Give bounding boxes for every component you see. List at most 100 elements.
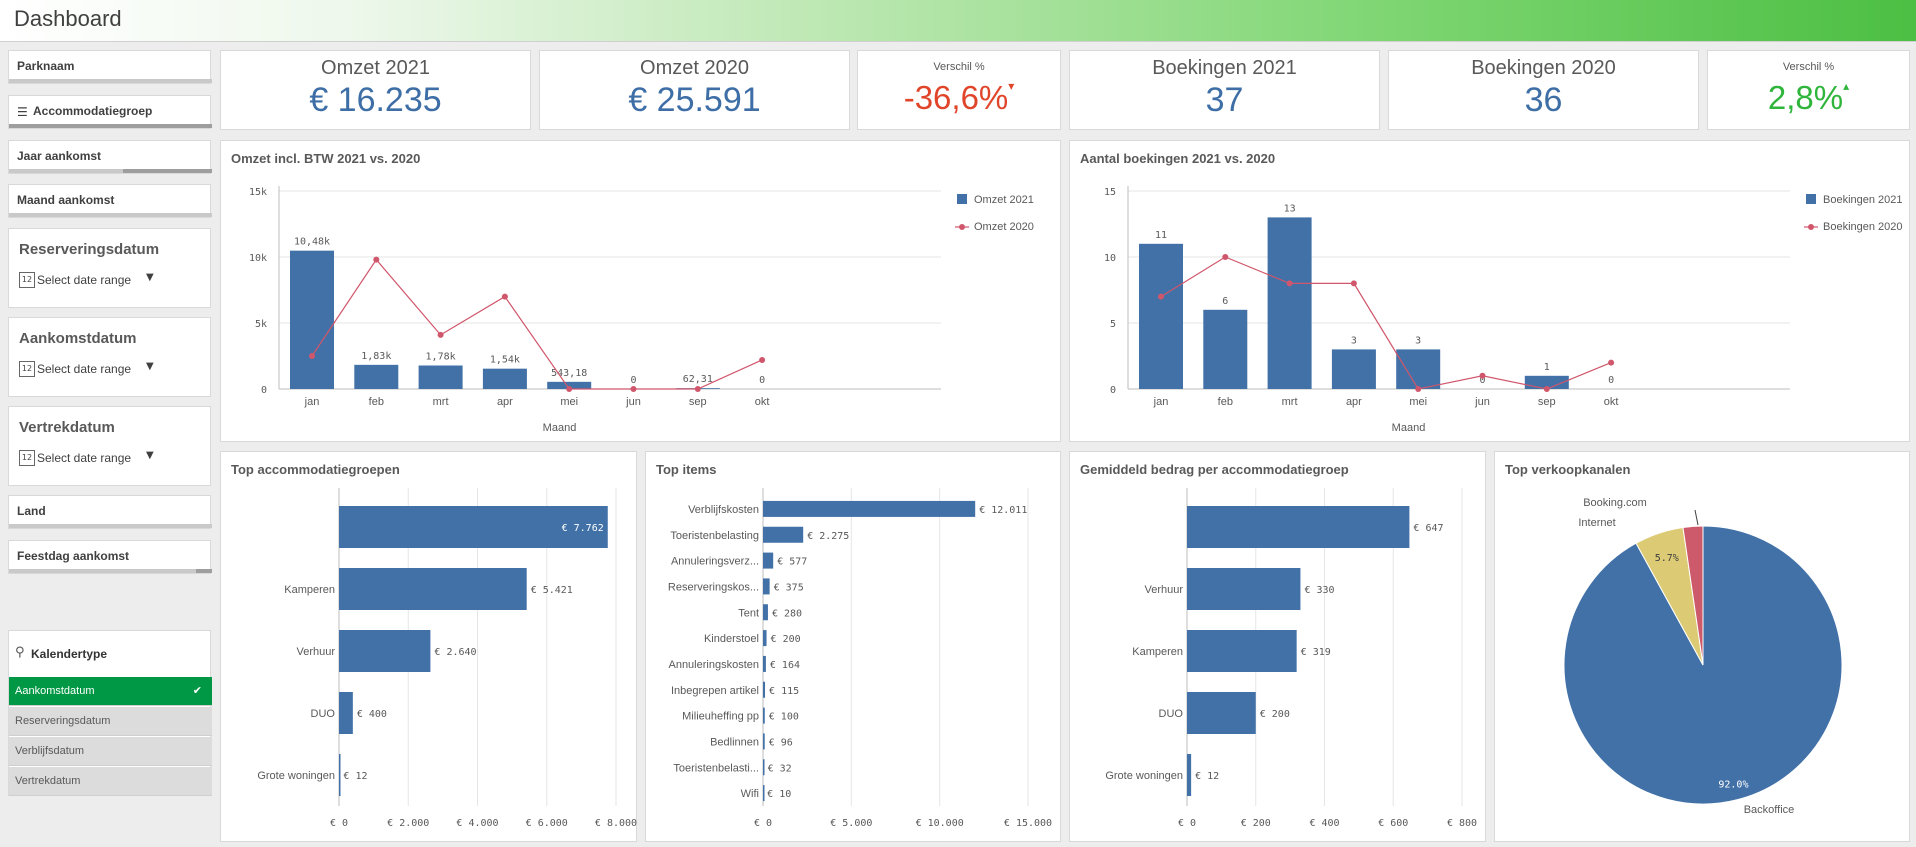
kpi-boekingen-2021[interactable]: Boekingen 2021 37 (1069, 50, 1380, 130)
y-tick-label: Grote woningen (1105, 770, 1183, 782)
filter-label: Jaar aankomst (17, 149, 102, 163)
data-label: 0 (630, 375, 636, 386)
pie-slice (1682, 525, 1704, 666)
chart-boekingen[interactable]: Aantal boekingen 2021 vs. 2020 0 5 10 15 11 j… (1069, 140, 1910, 442)
kpi-delta-value: -36,6% (903, 79, 1009, 116)
y-tick-label: Toeristenbelasti... (673, 762, 759, 774)
bar (763, 707, 765, 724)
kpi-boekingen-2020[interactable]: Boekingen 2020 36 (1388, 50, 1699, 130)
date-filter-reserveringsdatum[interactable]: Reserveringsdatum 12 Select date range ▼ (8, 228, 211, 308)
data-label: 0 (759, 375, 765, 386)
series-line (311, 258, 763, 390)
kpi-omzet-2020[interactable]: Omzet 2020 € 25.591 (539, 50, 850, 130)
date-filter-vertrekdatum[interactable]: Vertrekdatum 12 Select date range ▼ (8, 406, 211, 486)
kpi-title: Boekingen 2021 (1152, 57, 1297, 79)
bar (339, 754, 341, 796)
list-item-label: Vertrekdatum (15, 775, 81, 787)
data-label: € 10 (767, 789, 791, 800)
bar (339, 630, 431, 672)
list-item[interactable]: Verblijfsdatum (9, 737, 212, 766)
arrow-up-icon: ▴ (1843, 79, 1850, 93)
y-tick-label: Inbegrepen artikel (671, 685, 759, 697)
chart-title: Top verkoopkanalen (1505, 462, 1631, 477)
y-tick-label: Wifi (741, 788, 759, 800)
filter-label: Parknaam (17, 59, 75, 73)
y-tick-label: Kamperen (1132, 646, 1183, 658)
x-tick-label: € 4.000 (456, 818, 498, 829)
line-point (1415, 386, 1422, 392)
y-tick-label: Tent (738, 607, 759, 619)
y-tick-label: Toeristenbelasting (670, 530, 759, 542)
y-tick-label: DUO (311, 708, 336, 720)
filter-jaar-aankomst[interactable]: Jaar aankomst (8, 140, 212, 174)
chart-top-verkoopkanalen[interactable]: Top verkoopkanalen 92.0% 5.7% Backoffice In… (1494, 451, 1910, 842)
data-label: 3 (1415, 335, 1421, 346)
filter-accommodatiegroep[interactable]: ☰ Accommodatiegroep (8, 95, 212, 129)
list-item[interactable]: Vertrekdatum (9, 767, 212, 796)
chart-omzet[interactable]: Omzet incl. BTW 2021 vs. 2020 0 5k 10k 15k 1… (220, 140, 1061, 442)
y-tick-label: 0 (1110, 385, 1116, 396)
kpi-value: € 25.591 (628, 81, 761, 119)
filter-maand-aankomst[interactable]: Maand aankomst (8, 184, 212, 218)
filter-bar (9, 169, 212, 173)
filter-parknaam[interactable]: Parknaam (8, 50, 212, 84)
filter-land[interactable]: Land (8, 495, 212, 529)
top-bar: Dashboard (0, 0, 1916, 42)
legend-swatch (957, 194, 967, 204)
kpi-omzet-2021[interactable]: Omzet 2021 € 16.235 (220, 50, 531, 130)
page-title: Dashboard (14, 6, 122, 31)
list-icon: ☰ (17, 105, 28, 119)
line-point (566, 386, 573, 392)
line-point (1543, 386, 1550, 392)
x-tick-label: sep (1538, 396, 1556, 408)
x-tick-label: € 2.000 (387, 818, 429, 829)
caret-down-icon[interactable]: ▼ (146, 272, 154, 283)
kpi-verschil-boekingen[interactable]: Verschil % 2,8%▴ (1707, 50, 1910, 130)
caret-down-icon[interactable]: ▼ (146, 450, 154, 461)
chart-top-accommodatiegroepen[interactable]: Top accommodatiegroepen € 0 € 2.000 € 4.00… (220, 451, 637, 842)
bar (1331, 349, 1376, 389)
list-item-selected[interactable]: Aankomstdatum ✔ (9, 677, 212, 706)
bar (339, 692, 353, 734)
x-tick-label: € 600 (1378, 818, 1408, 829)
arrow-down-icon: ▾ (1008, 79, 1015, 93)
kpi-verschil-omzet[interactable]: Verschil % -36,6%▾ (857, 50, 1061, 130)
data-label: € 96 (769, 737, 793, 748)
date-range-select[interactable]: Select date range (37, 273, 132, 287)
kpi-delta-value: 2,8% (1767, 79, 1844, 116)
x-tick-label: € 10.000 (916, 818, 964, 829)
bar (1524, 375, 1569, 389)
line-point (694, 386, 701, 392)
bar (763, 500, 976, 517)
calendar-icon: 12 (19, 361, 35, 377)
caret-down-icon[interactable]: ▼ (146, 361, 154, 372)
pie-slice (1563, 525, 1843, 805)
x-tick-label: € 6.000 (526, 818, 568, 829)
x-tick-label: € 15.000 (1004, 818, 1052, 829)
bar (1187, 568, 1301, 610)
y-tick-label: 10k (249, 253, 267, 264)
date-range-select[interactable]: Select date range (37, 451, 132, 465)
bar (1187, 630, 1297, 672)
date-range-select[interactable]: Select date range (37, 362, 132, 376)
bar (763, 604, 768, 621)
data-label: € 115 (769, 686, 799, 697)
chart-gemiddeld-bedrag[interactable]: Gemiddeld bedrag per accommodatiegroep €… (1069, 451, 1486, 842)
bar (763, 526, 804, 543)
filter-feestdag-aankomst[interactable]: Feestdag aankomst (8, 540, 212, 574)
legend-label: Omzet 2020 (974, 221, 1034, 233)
date-filter-label: Reserveringsdatum (19, 241, 160, 258)
filter-bar-selected (196, 569, 212, 573)
date-filter-aankomstdatum[interactable]: Aankomstdatum 12 Select date range ▼ (8, 317, 211, 397)
chart-topitems-svg: € 0 € 5.000 € 10.000 € 15.000 € 12.011 Verbli… (668, 488, 1052, 829)
chart-pie-svg: 92.0% 5.7% Backoffice Internet Booking.com (1563, 497, 1843, 816)
search-icon[interactable]: ⚲ (15, 645, 25, 660)
filter-bar (9, 79, 212, 83)
list-item[interactable]: Reserveringsdatum (9, 707, 212, 736)
data-label: 13 (1284, 203, 1296, 214)
chart-top-items[interactable]: Top items € 0 € 5.000 € 10.000 € 15.000 € 12… (645, 451, 1061, 842)
data-label: € 647 (1413, 523, 1443, 534)
x-tick-label: feb (1218, 396, 1233, 408)
kpi-title: Boekingen 2020 (1471, 57, 1616, 79)
kalendertype-header[interactable]: ⚲ Kalendertype (9, 631, 212, 677)
